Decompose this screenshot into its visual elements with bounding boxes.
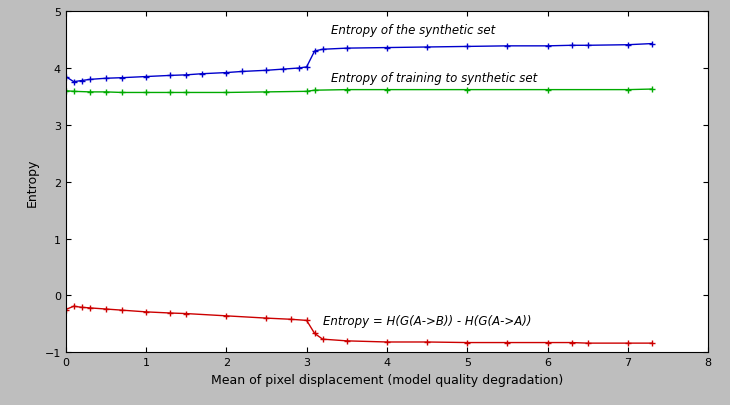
- Y-axis label: Entropy: Entropy: [26, 158, 39, 207]
- Text: Entropy of training to synthetic set: Entropy of training to synthetic set: [331, 72, 537, 85]
- Text: Entropy of the synthetic set: Entropy of the synthetic set: [331, 24, 495, 37]
- X-axis label: Mean of pixel displacement (model quality degradation): Mean of pixel displacement (model qualit…: [211, 373, 563, 386]
- Text: Entropy = H(G(A->B)) - H(G(A->A)): Entropy = H(G(A->B)) - H(G(A->A)): [323, 314, 531, 327]
